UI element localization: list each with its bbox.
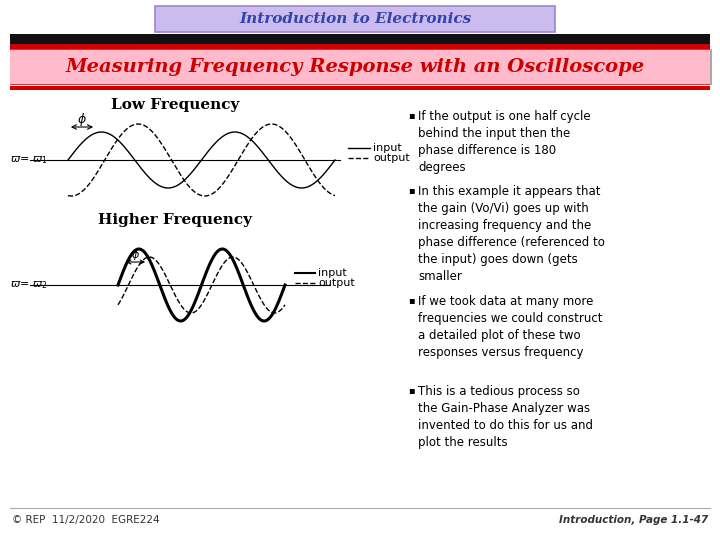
Bar (10, 49, 710, 85)
Text: ▪: ▪ (408, 110, 415, 120)
Bar (10, 34, 710, 44)
Text: $\varpi$= $\varpi_2$: $\varpi$= $\varpi_2$ (10, 279, 48, 291)
Text: Introduction, Page 1.1-47: Introduction, Page 1.1-47 (559, 515, 708, 525)
Text: This is a tedious process so
the Gain-Phase Analyzer was
invented to do this for: This is a tedious process so the Gain-Ph… (418, 385, 593, 449)
Text: ▪: ▪ (408, 185, 415, 195)
Bar (710, 49, 712, 85)
FancyBboxPatch shape (155, 6, 555, 32)
Text: Introduction to Electronics: Introduction to Electronics (239, 12, 471, 26)
Text: © REP  11/2/2020  EGRE224: © REP 11/2/2020 EGRE224 (12, 515, 160, 525)
Text: ▪: ▪ (408, 385, 415, 395)
Text: $\phi$: $\phi$ (77, 111, 87, 129)
Text: If we took data at many more
frequencies we could construct
a detailed plot of t: If we took data at many more frequencies… (418, 295, 603, 359)
Text: input: input (318, 268, 347, 278)
Text: $\varpi$= $\varpi_1$: $\varpi$= $\varpi_1$ (10, 154, 48, 166)
Bar (10, 90, 710, 510)
Text: output: output (373, 153, 410, 163)
Text: $\phi$: $\phi$ (130, 248, 140, 262)
Text: Low Frequency: Low Frequency (111, 98, 239, 112)
Bar (10, 84, 710, 85)
Text: ▪: ▪ (408, 295, 415, 305)
Text: input: input (373, 143, 402, 153)
Bar (10, 44, 710, 49)
Text: If the output is one half cycle
behind the input then the
phase difference is 18: If the output is one half cycle behind t… (418, 110, 590, 174)
Text: Higher Frequency: Higher Frequency (98, 213, 252, 227)
Text: Measuring Frequency Response with an Oscilloscope: Measuring Frequency Response with an Osc… (66, 58, 644, 76)
Bar (10, 49, 710, 50)
Bar (10, 86, 710, 90)
Text: In this example it appears that
the gain (Vo/Vi) goes up with
increasing frequen: In this example it appears that the gain… (418, 185, 605, 283)
Text: output: output (318, 278, 355, 288)
